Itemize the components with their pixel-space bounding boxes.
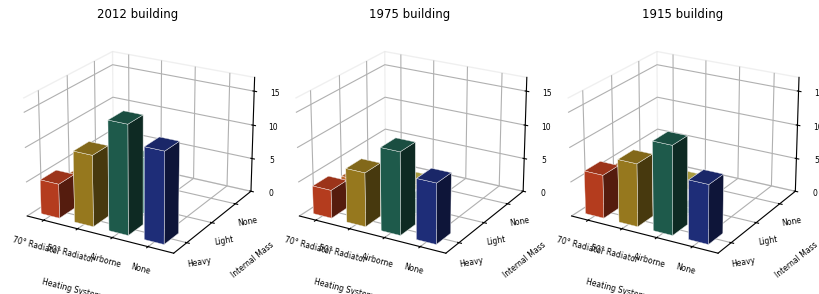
Y-axis label: Internal Mass: Internal Mass — [229, 240, 275, 279]
X-axis label: Heating System: Heating System — [313, 277, 373, 294]
X-axis label: Heating System: Heating System — [41, 277, 102, 294]
Title: 1975 building: 1975 building — [369, 8, 450, 21]
Y-axis label: Internal Mass: Internal Mass — [501, 240, 547, 279]
Y-axis label: Internal Mass: Internal Mass — [773, 240, 819, 279]
Title: 2012 building: 2012 building — [97, 8, 179, 21]
X-axis label: Heating System: Heating System — [584, 277, 645, 294]
Title: 1915 building: 1915 building — [640, 8, 722, 21]
